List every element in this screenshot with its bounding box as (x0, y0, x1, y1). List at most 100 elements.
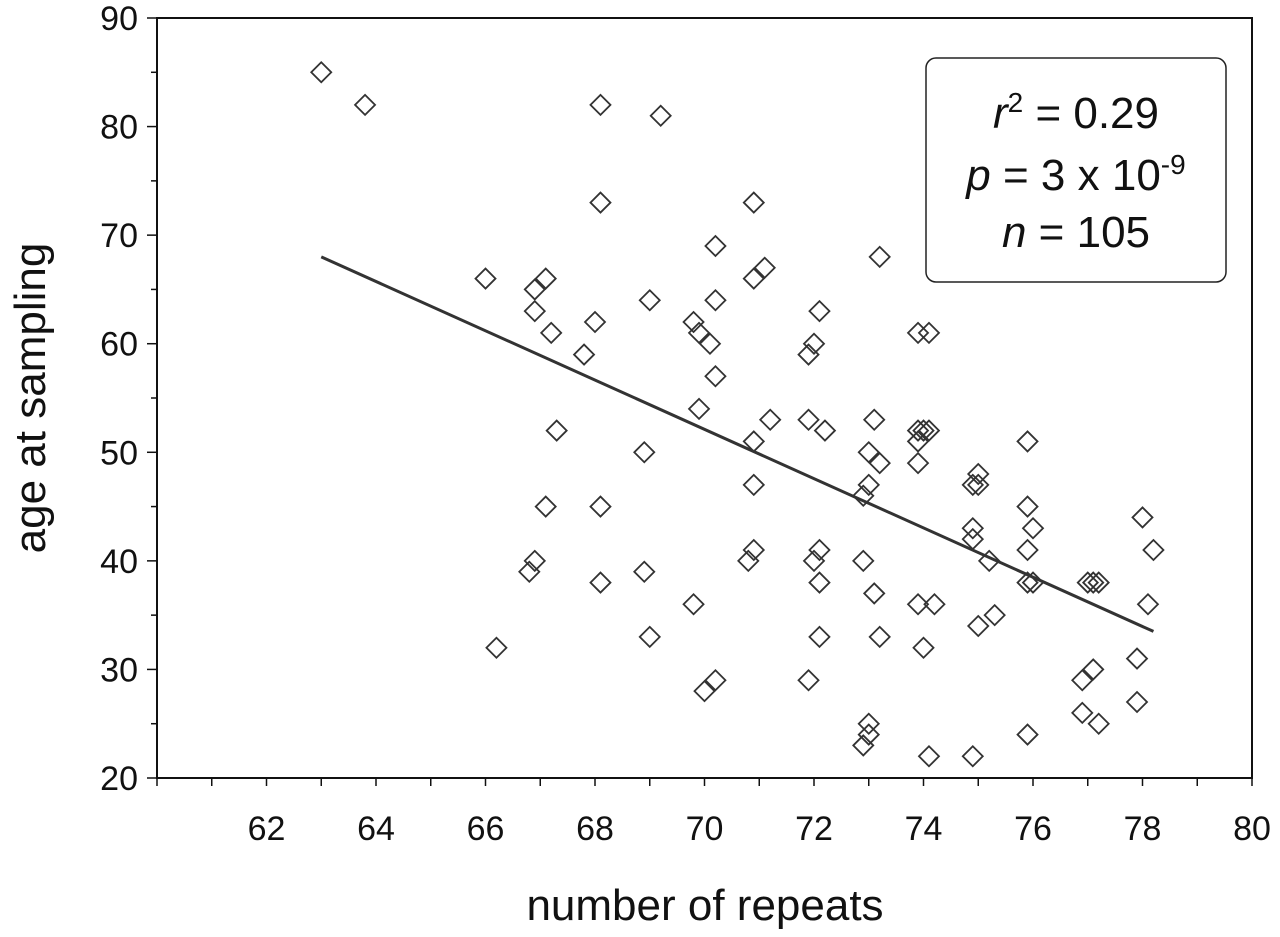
data-point (1016, 430, 1039, 453)
data-point (852, 734, 875, 757)
data-point (1142, 538, 1165, 562)
data-point (868, 451, 891, 475)
ticks-layer (147, 17, 1253, 786)
data-point (917, 745, 941, 768)
data-point (309, 61, 333, 84)
data-point (802, 332, 826, 355)
data-point (1131, 506, 1154, 529)
x-tick-label: 72 (795, 810, 833, 848)
data-point (1016, 571, 1039, 594)
data-point (589, 93, 612, 117)
data-point (977, 549, 1001, 573)
y-axis-title: age at sampling (6, 243, 55, 554)
data-point (1081, 571, 1105, 594)
data-point (868, 245, 891, 269)
data-point (923, 593, 946, 616)
data-point (802, 549, 826, 573)
data-point (852, 484, 875, 507)
data-point (687, 397, 711, 421)
data-point (583, 310, 607, 334)
data-point (589, 571, 612, 594)
data-point (1125, 690, 1149, 714)
data-point (966, 473, 990, 497)
x-tick-label: 80 (1233, 810, 1271, 848)
data-point (742, 473, 766, 497)
stat-n: n = 105 (1002, 208, 1150, 257)
data-point (753, 256, 776, 279)
data-point (687, 321, 711, 345)
data-point (917, 419, 941, 442)
data-point (742, 538, 766, 562)
data-point (485, 636, 508, 659)
data-point (1021, 571, 1045, 594)
data-point (1087, 571, 1110, 594)
trendline-layer (320, 255, 1155, 633)
data-point (1016, 538, 1039, 562)
data-point (862, 582, 886, 605)
points-layer (309, 61, 1165, 768)
data-point (353, 93, 377, 117)
x-tick-label: 68 (576, 810, 614, 848)
data-point (534, 267, 557, 290)
stats-box: r2 = 0.29 p = 3 x 10-9 n = 105 (925, 57, 1227, 283)
data-point (758, 408, 782, 431)
y-tick-label: 80 (100, 109, 138, 147)
data-point (906, 430, 930, 453)
data-point (912, 636, 935, 659)
data-point (912, 419, 935, 442)
y-tick-label: 50 (100, 434, 138, 472)
data-point (862, 408, 886, 431)
data-point (1016, 723, 1039, 746)
data-point (523, 278, 547, 301)
data-point (638, 625, 662, 649)
data-point (742, 430, 766, 453)
data-point (704, 365, 727, 388)
data-point (1081, 658, 1105, 681)
data-point (539, 321, 563, 345)
data-point (797, 669, 820, 692)
data-point (1076, 571, 1100, 594)
x-tick-label: 74 (905, 810, 943, 848)
data-point (589, 495, 612, 518)
x-tick-label: 70 (686, 810, 724, 848)
data-point (704, 234, 727, 258)
y-tick-label: 30 (100, 651, 138, 689)
data-point (693, 679, 716, 703)
y-tick-label: 60 (100, 326, 138, 364)
data-point (742, 267, 766, 290)
data-point (852, 549, 875, 573)
data-point (966, 462, 990, 486)
data-point (808, 625, 831, 649)
data-point (474, 267, 497, 290)
data-point (797, 408, 820, 431)
data-point (961, 527, 985, 551)
data-point (808, 571, 831, 594)
x-tick-labels: 62 64 66 68 70 72 74 76 78 80 (248, 810, 1271, 848)
y-tick-label: 40 (100, 543, 138, 581)
data-point (572, 343, 596, 366)
data-point (1021, 517, 1045, 540)
data-point (1125, 647, 1149, 670)
data-point (857, 712, 881, 735)
data-point (966, 614, 990, 638)
y-tick-label: 70 (100, 217, 138, 255)
data-point (698, 332, 722, 355)
trendline (320, 255, 1155, 633)
stat-p: p = 3 x 10-9 (964, 149, 1185, 200)
x-tick-label: 62 (248, 810, 286, 848)
data-point (808, 299, 831, 323)
data-point (704, 669, 727, 692)
data-point (797, 343, 820, 366)
data-point (857, 441, 881, 464)
data-point (906, 321, 930, 345)
data-point (742, 191, 766, 214)
data-point (523, 299, 547, 323)
data-point (638, 289, 662, 312)
data-point (737, 549, 760, 573)
data-point (523, 549, 547, 573)
data-point (857, 723, 881, 746)
data-point (857, 473, 881, 497)
data-point (808, 538, 831, 562)
data-point (633, 441, 656, 464)
